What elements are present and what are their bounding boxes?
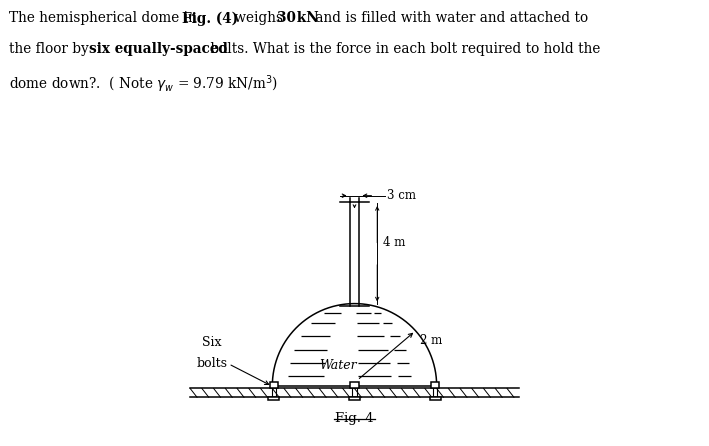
Bar [269, 383, 278, 388]
Bar [349, 397, 360, 400]
Text: Fig. (4): Fig. (4) [182, 11, 238, 25]
Bar [350, 383, 359, 388]
Text: Water: Water [319, 359, 357, 372]
Text: 30: 30 [277, 11, 296, 25]
Text: bolts: bolts [196, 357, 228, 370]
Text: the floor by: the floor by [9, 42, 93, 56]
Text: bolts. What is the force in each bolt required to hold the: bolts. What is the force in each bolt re… [206, 42, 601, 56]
Bar [431, 383, 440, 388]
Text: The hemispherical dome in: The hemispherical dome in [9, 11, 201, 25]
Text: 2 m: 2 m [420, 334, 442, 347]
Text: six equally-spaced: six equally-spaced [89, 42, 228, 56]
Text: dome down?.  ( Note $\gamma_w$ = 9.79 kN/m$^3$): dome down?. ( Note $\gamma_w$ = 9.79 kN/… [9, 74, 278, 95]
Text: weighs: weighs [230, 11, 287, 25]
Text: kN: kN [292, 11, 319, 25]
Text: and is filled with water and attached to: and is filled with water and attached to [311, 11, 588, 25]
Text: Fig. 4: Fig. 4 [335, 412, 374, 425]
Text: Six: Six [202, 336, 222, 349]
Bar [430, 397, 441, 400]
Text: 4 m: 4 m [383, 236, 405, 249]
Text: 3 cm: 3 cm [386, 189, 415, 202]
Bar [268, 397, 279, 400]
